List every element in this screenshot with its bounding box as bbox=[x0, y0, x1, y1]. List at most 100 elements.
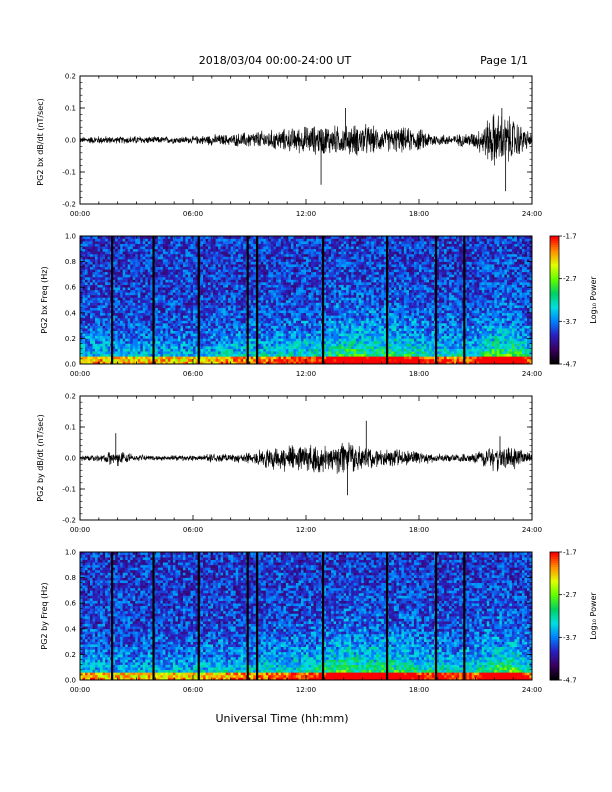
spectrogram-cell bbox=[285, 256, 289, 260]
spectrogram-cell bbox=[97, 294, 101, 298]
spectrogram-cell bbox=[137, 276, 141, 280]
spectrogram-cell bbox=[300, 310, 304, 314]
spectrogram-cell bbox=[125, 351, 129, 355]
spectrogram-cell bbox=[208, 333, 211, 337]
spectrogram-cell bbox=[300, 320, 304, 324]
spectrogram-cell bbox=[90, 305, 93, 308]
spectrogram-cell bbox=[82, 310, 86, 314]
spectrogram-cell bbox=[187, 256, 191, 260]
spectrogram-cell bbox=[182, 328, 186, 332]
spectrogram-cell bbox=[155, 287, 159, 291]
spectrogram-cell bbox=[238, 279, 242, 283]
spectrogram-cell bbox=[87, 305, 91, 308]
spectrogram-cell bbox=[137, 351, 141, 355]
spectrogram-cell bbox=[87, 346, 91, 349]
spectrogram-cell bbox=[125, 300, 129, 303]
spectrogram-cell bbox=[180, 353, 184, 357]
spectrogram-cell bbox=[140, 340, 144, 344]
spectrogram-cell bbox=[115, 253, 118, 257]
spectrogram-cell bbox=[195, 302, 199, 306]
spectrogram-cell bbox=[175, 328, 179, 332]
spectrogram-cell bbox=[243, 328, 247, 332]
spectrogram-cell bbox=[215, 279, 219, 283]
spectrogram-cell bbox=[135, 340, 139, 344]
spectrogram-cell bbox=[122, 251, 126, 255]
spectrogram-cell bbox=[150, 289, 154, 293]
spectrogram-cell bbox=[177, 343, 181, 347]
spectrogram-cell bbox=[210, 307, 214, 311]
spectrogram-cell bbox=[308, 264, 312, 268]
spectrogram-cell bbox=[308, 302, 312, 306]
spectrogram-cell bbox=[205, 325, 209, 329]
spectrogram-cell bbox=[100, 348, 103, 352]
spectrogram-cell bbox=[150, 353, 154, 357]
spectrogram-cell bbox=[316, 261, 319, 265]
spectrogram-cell bbox=[268, 317, 272, 321]
spectrogram-cell bbox=[132, 264, 136, 268]
spectrogram-cell bbox=[120, 348, 123, 352]
spectrogram-cell bbox=[225, 261, 229, 265]
spectrogram-cell bbox=[240, 261, 244, 265]
spectrogram-cell bbox=[285, 305, 289, 308]
spectrogram-cell bbox=[311, 338, 314, 342]
spectrogram-cell bbox=[117, 287, 121, 291]
spectrogram-cell bbox=[223, 264, 226, 268]
spectrogram-cell bbox=[265, 338, 269, 342]
spectrogram-cell bbox=[275, 297, 279, 301]
spectrogram-cell bbox=[87, 338, 91, 342]
spectrogram-cell bbox=[203, 333, 206, 337]
spectrogram-cell bbox=[100, 259, 103, 262]
spectrogram-cell bbox=[157, 282, 161, 285]
spectrogram-cell bbox=[115, 264, 118, 268]
spectrogram-cell bbox=[95, 310, 98, 314]
spectrogram-cell bbox=[122, 241, 126, 244]
spectrogram-cell bbox=[205, 340, 209, 344]
spectrogram-cell bbox=[250, 300, 254, 303]
spectrogram-cell bbox=[142, 328, 146, 332]
spectrogram-cell bbox=[142, 256, 146, 260]
spectrogram-cell bbox=[122, 271, 126, 275]
spectrogram-cell bbox=[137, 241, 141, 244]
spectrogram-cell bbox=[265, 279, 269, 283]
spectrogram-cell bbox=[185, 269, 189, 273]
spectrogram-cell bbox=[233, 356, 236, 360]
spectrogram-cell bbox=[278, 276, 282, 280]
spectrogram-cell bbox=[260, 251, 264, 255]
spectrogram-cell bbox=[155, 305, 159, 308]
spectrogram-cell bbox=[298, 274, 302, 278]
spectrogram-cell bbox=[213, 356, 216, 360]
spectrogram-cell bbox=[160, 294, 164, 298]
spectrogram-cell bbox=[142, 271, 146, 275]
spectrogram-cell bbox=[172, 335, 176, 339]
spectrogram-cell bbox=[240, 248, 244, 252]
spectrogram-cell bbox=[112, 251, 116, 255]
spectrogram-cell bbox=[175, 340, 179, 344]
spectrogram-cell bbox=[190, 282, 194, 285]
spectrogram-cell bbox=[203, 305, 206, 308]
spectrogram-cell bbox=[167, 302, 171, 306]
spectrogram-cell bbox=[295, 323, 299, 326]
spectrogram-cell bbox=[230, 325, 234, 329]
spectrogram-cell bbox=[195, 297, 199, 301]
spectrogram-cell bbox=[235, 333, 239, 337]
spectrogram-cell bbox=[248, 323, 252, 326]
spectrogram-cell bbox=[115, 261, 118, 265]
spectrogram-cell bbox=[120, 279, 123, 283]
spectrogram-cell bbox=[200, 276, 204, 280]
spectrogram-cell bbox=[185, 300, 189, 303]
spectrogram-cell bbox=[303, 346, 307, 349]
spectrogram-cell bbox=[177, 284, 181, 288]
spectrogram-cell bbox=[285, 289, 289, 293]
spectrogram-cell bbox=[167, 248, 171, 252]
spectrogram-cell bbox=[97, 348, 101, 352]
spectrogram-cell bbox=[120, 323, 123, 326]
spectrogram-cell bbox=[243, 317, 247, 321]
spectrogram-cell bbox=[230, 305, 234, 308]
spectrogram-cell bbox=[135, 335, 139, 339]
spectrogram-cell bbox=[230, 261, 234, 265]
spectrogram-cell bbox=[303, 340, 307, 344]
spectrogram-cell bbox=[155, 292, 159, 296]
spectrogram-cell bbox=[160, 297, 164, 301]
spectrogram-cell bbox=[235, 305, 239, 308]
spectrogram-cell bbox=[208, 292, 211, 296]
